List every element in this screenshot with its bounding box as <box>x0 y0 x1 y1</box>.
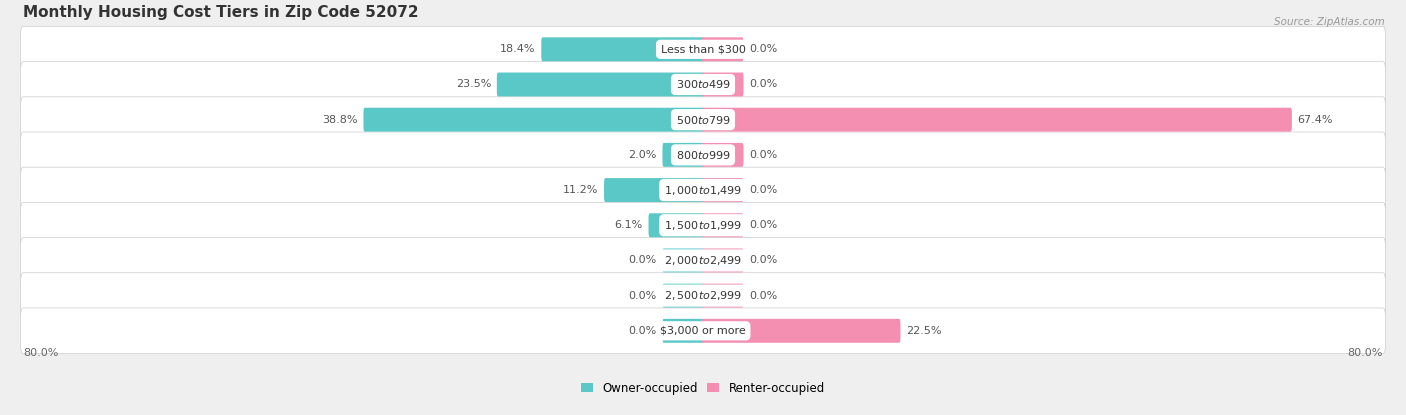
Text: 6.1%: 6.1% <box>614 220 643 230</box>
FancyBboxPatch shape <box>702 213 744 237</box>
FancyBboxPatch shape <box>20 61 1386 107</box>
Text: Less than $300: Less than $300 <box>661 44 745 54</box>
FancyBboxPatch shape <box>20 97 1386 143</box>
Text: $2,500 to $2,999: $2,500 to $2,999 <box>664 289 742 302</box>
FancyBboxPatch shape <box>20 167 1386 213</box>
Text: 80.0%: 80.0% <box>22 348 59 358</box>
FancyBboxPatch shape <box>662 143 704 167</box>
Text: $1,500 to $1,999: $1,500 to $1,999 <box>664 219 742 232</box>
FancyBboxPatch shape <box>20 308 1386 354</box>
FancyBboxPatch shape <box>662 284 704 308</box>
FancyBboxPatch shape <box>702 143 744 167</box>
Legend: Owner-occupied, Renter-occupied: Owner-occupied, Renter-occupied <box>581 382 825 395</box>
Text: 0.0%: 0.0% <box>749 290 778 300</box>
FancyBboxPatch shape <box>648 213 704 237</box>
Text: 0.0%: 0.0% <box>628 256 657 266</box>
Text: 0.0%: 0.0% <box>749 185 778 195</box>
FancyBboxPatch shape <box>662 249 704 272</box>
Text: 0.0%: 0.0% <box>628 326 657 336</box>
FancyBboxPatch shape <box>20 273 1386 318</box>
Text: 22.5%: 22.5% <box>905 326 942 336</box>
Text: $800 to $999: $800 to $999 <box>675 149 731 161</box>
FancyBboxPatch shape <box>363 108 704 132</box>
Text: 23.5%: 23.5% <box>456 80 491 90</box>
Text: 0.0%: 0.0% <box>628 290 657 300</box>
Text: Monthly Housing Cost Tiers in Zip Code 52072: Monthly Housing Cost Tiers in Zip Code 5… <box>22 5 419 20</box>
Text: $300 to $499: $300 to $499 <box>675 78 731 90</box>
Text: 0.0%: 0.0% <box>749 80 778 90</box>
FancyBboxPatch shape <box>702 319 900 343</box>
Text: 18.4%: 18.4% <box>501 44 536 54</box>
Text: $3,000 or more: $3,000 or more <box>661 326 745 336</box>
FancyBboxPatch shape <box>702 108 1292 132</box>
FancyBboxPatch shape <box>605 178 704 202</box>
FancyBboxPatch shape <box>702 73 744 96</box>
FancyBboxPatch shape <box>20 27 1386 72</box>
Text: $1,000 to $1,499: $1,000 to $1,499 <box>664 183 742 197</box>
Text: 80.0%: 80.0% <box>1347 348 1384 358</box>
Text: 11.2%: 11.2% <box>562 185 599 195</box>
Text: 67.4%: 67.4% <box>1298 115 1333 124</box>
Text: 0.0%: 0.0% <box>749 44 778 54</box>
Text: 0.0%: 0.0% <box>749 150 778 160</box>
FancyBboxPatch shape <box>702 37 744 61</box>
FancyBboxPatch shape <box>20 203 1386 248</box>
Text: $2,000 to $2,499: $2,000 to $2,499 <box>664 254 742 267</box>
FancyBboxPatch shape <box>702 249 744 272</box>
FancyBboxPatch shape <box>702 284 744 308</box>
Text: 38.8%: 38.8% <box>322 115 357 124</box>
FancyBboxPatch shape <box>662 319 704 343</box>
FancyBboxPatch shape <box>20 237 1386 283</box>
Text: 2.0%: 2.0% <box>628 150 657 160</box>
FancyBboxPatch shape <box>541 37 704 61</box>
Text: Source: ZipAtlas.com: Source: ZipAtlas.com <box>1274 17 1385 27</box>
FancyBboxPatch shape <box>20 132 1386 178</box>
Text: 0.0%: 0.0% <box>749 256 778 266</box>
Text: $500 to $799: $500 to $799 <box>675 114 731 126</box>
FancyBboxPatch shape <box>702 178 744 202</box>
FancyBboxPatch shape <box>496 73 704 96</box>
Text: 0.0%: 0.0% <box>749 220 778 230</box>
